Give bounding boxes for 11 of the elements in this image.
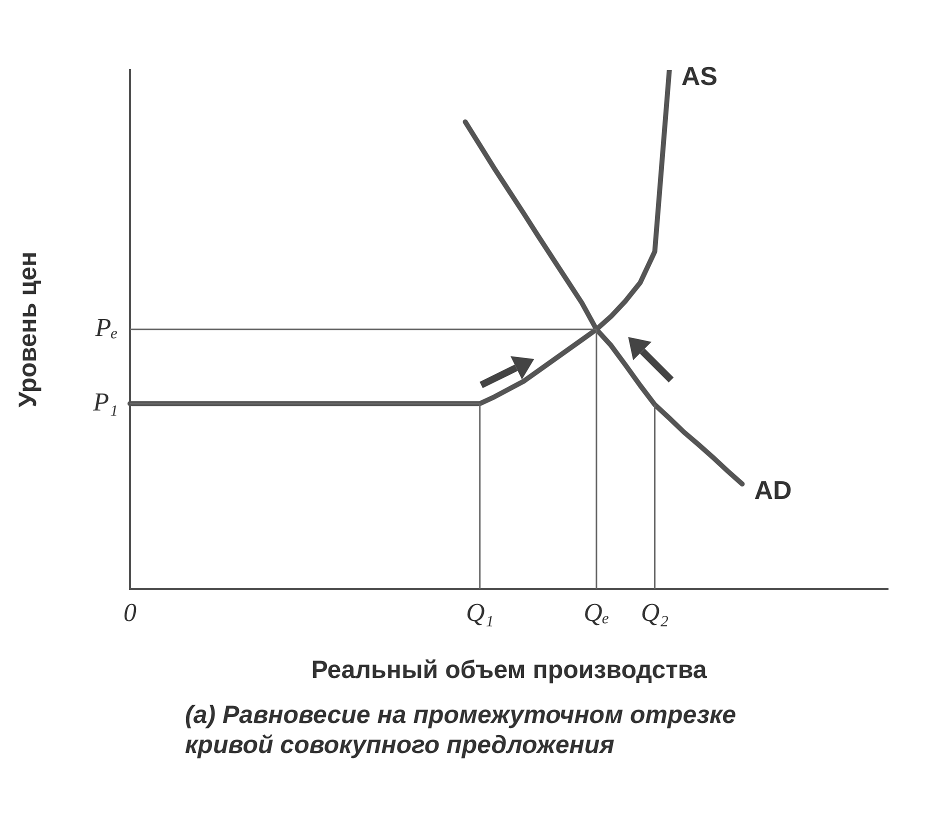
x-tick-label: Q₁	[466, 598, 494, 628]
x-axis-title: Реальный объем производства	[311, 656, 708, 684]
series-label: AS	[681, 61, 718, 92]
y-axis-title: Уровень цен	[14, 251, 42, 408]
series-label: AD	[754, 475, 792, 506]
text: (a) Равновесие на промежуточном отрезке кривой совокупного предложения	[185, 700, 738, 760]
ref-line-label: Pₑ	[94, 313, 118, 342]
ref-line-label: P₁	[92, 387, 118, 416]
x-tick-label: Qₑ	[584, 598, 610, 628]
x-tick-label: 0	[124, 598, 136, 628]
x-tick-label: Q₂	[640, 598, 669, 628]
